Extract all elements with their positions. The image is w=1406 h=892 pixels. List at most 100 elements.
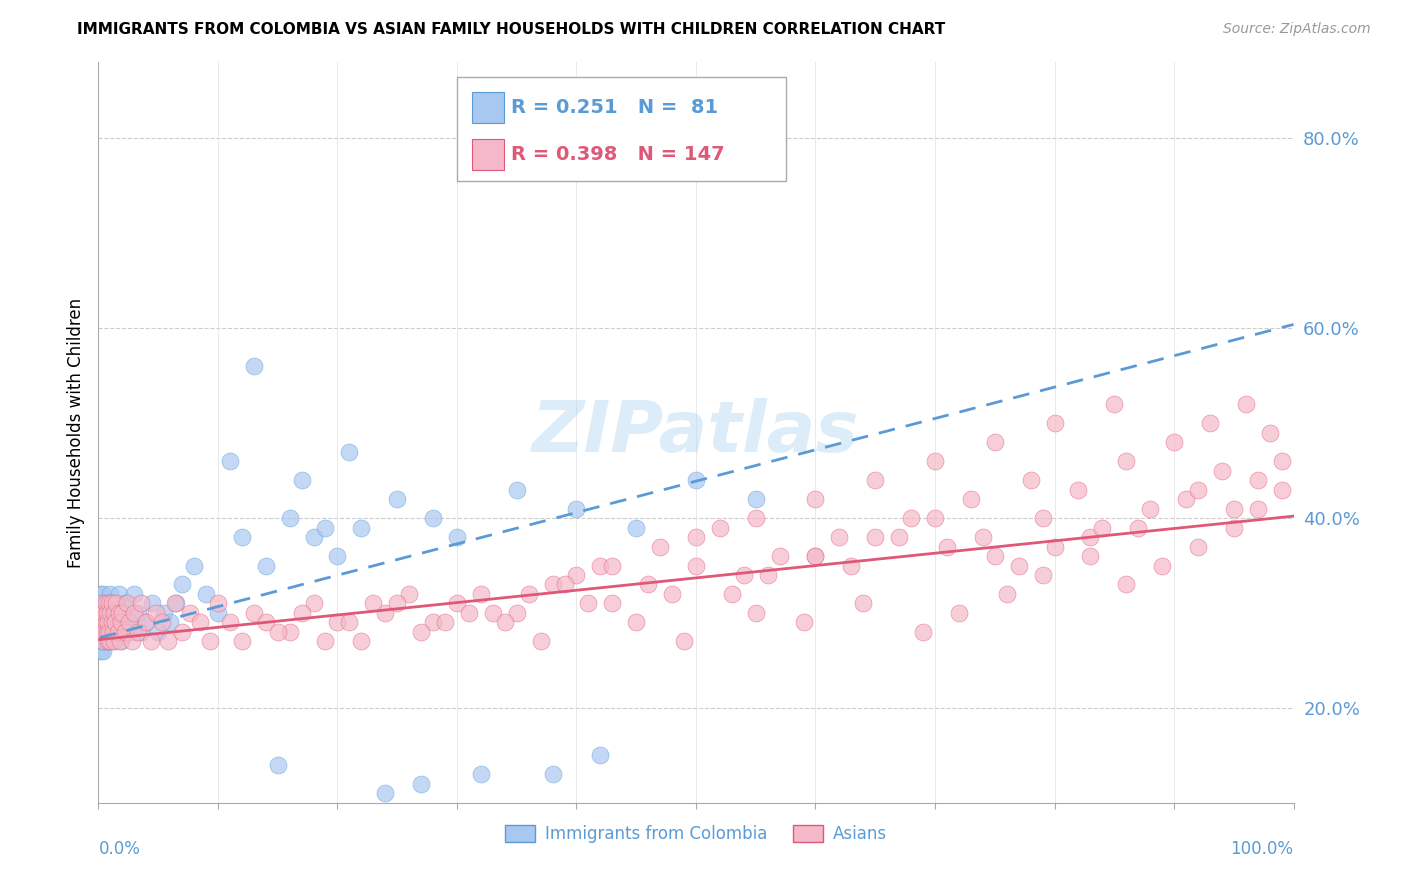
Point xyxy=(93,634,115,648)
Point xyxy=(889,530,911,544)
Point xyxy=(541,577,564,591)
Point xyxy=(506,606,529,620)
Point xyxy=(385,597,409,611)
Point xyxy=(145,606,167,620)
Point xyxy=(103,606,125,620)
Point xyxy=(101,634,124,648)
Point xyxy=(89,634,111,648)
Point xyxy=(163,597,186,611)
Point xyxy=(602,597,624,611)
Point xyxy=(91,597,114,611)
Text: R = 0.398   N = 147: R = 0.398 N = 147 xyxy=(510,145,724,164)
Point xyxy=(172,577,194,591)
Point xyxy=(90,624,112,639)
Point xyxy=(589,748,612,763)
Point xyxy=(135,615,157,630)
Point xyxy=(1115,454,1137,468)
Legend: Immigrants from Colombia, Asians: Immigrants from Colombia, Asians xyxy=(499,819,893,850)
Point xyxy=(91,615,114,630)
Point xyxy=(1128,520,1150,534)
Point xyxy=(179,606,201,620)
Point xyxy=(94,597,117,611)
Point xyxy=(111,606,134,620)
Point xyxy=(91,644,114,658)
Point xyxy=(96,615,118,630)
Point xyxy=(339,615,361,630)
Point xyxy=(972,530,994,544)
Point xyxy=(96,624,118,639)
Point xyxy=(804,549,827,563)
Point xyxy=(984,549,1007,563)
Point xyxy=(302,597,325,611)
Point xyxy=(93,624,115,639)
Point xyxy=(291,473,314,487)
Point xyxy=(91,624,114,639)
Point xyxy=(363,597,385,611)
Point xyxy=(97,606,120,620)
Point xyxy=(124,587,146,601)
Point xyxy=(517,587,540,601)
Point xyxy=(90,606,112,620)
Point xyxy=(278,624,301,639)
Point xyxy=(541,767,564,781)
Point xyxy=(148,624,170,639)
Point xyxy=(90,587,112,601)
Point xyxy=(243,359,266,374)
Point xyxy=(733,568,755,582)
FancyBboxPatch shape xyxy=(472,92,503,123)
Point xyxy=(446,597,468,611)
Point xyxy=(458,606,481,620)
Point xyxy=(1104,397,1126,411)
Point xyxy=(661,587,683,601)
Point xyxy=(243,606,266,620)
Point xyxy=(139,634,162,648)
Point xyxy=(101,624,124,639)
Point xyxy=(159,615,181,630)
Point xyxy=(685,530,707,544)
Point xyxy=(1067,483,1090,497)
Point xyxy=(828,530,851,544)
Point xyxy=(1175,491,1198,506)
Point xyxy=(219,454,242,468)
Point xyxy=(924,511,946,525)
Point xyxy=(1139,501,1161,516)
Point xyxy=(103,615,125,630)
Text: ZIPatlas: ZIPatlas xyxy=(533,398,859,467)
Point xyxy=(1008,558,1031,573)
Point xyxy=(110,634,132,648)
Point xyxy=(1271,483,1294,497)
Point xyxy=(114,597,136,611)
Point xyxy=(911,624,934,639)
Text: R = 0.251   N =  81: R = 0.251 N = 81 xyxy=(510,98,718,117)
Point xyxy=(1115,577,1137,591)
Point xyxy=(97,634,120,648)
Point xyxy=(97,615,120,630)
Point xyxy=(446,530,468,544)
Point xyxy=(153,606,176,620)
Point xyxy=(326,615,349,630)
Point xyxy=(141,597,163,611)
Point xyxy=(648,540,672,554)
Point xyxy=(112,624,135,639)
Point xyxy=(127,624,149,639)
Point xyxy=(589,558,612,573)
Point xyxy=(1080,549,1102,563)
Point xyxy=(96,634,118,648)
Point xyxy=(110,615,132,630)
Point xyxy=(124,606,146,620)
Point xyxy=(315,634,337,648)
Point xyxy=(121,624,143,639)
Point xyxy=(315,520,337,534)
Point xyxy=(565,568,588,582)
Point xyxy=(470,587,492,601)
Point xyxy=(995,587,1018,601)
Point xyxy=(793,615,815,630)
Point xyxy=(948,606,970,620)
Point xyxy=(1043,540,1066,554)
Point xyxy=(207,597,229,611)
Point xyxy=(685,558,707,573)
Point xyxy=(302,530,325,544)
Point xyxy=(107,587,129,601)
Point xyxy=(481,606,505,620)
Point xyxy=(1223,520,1246,534)
